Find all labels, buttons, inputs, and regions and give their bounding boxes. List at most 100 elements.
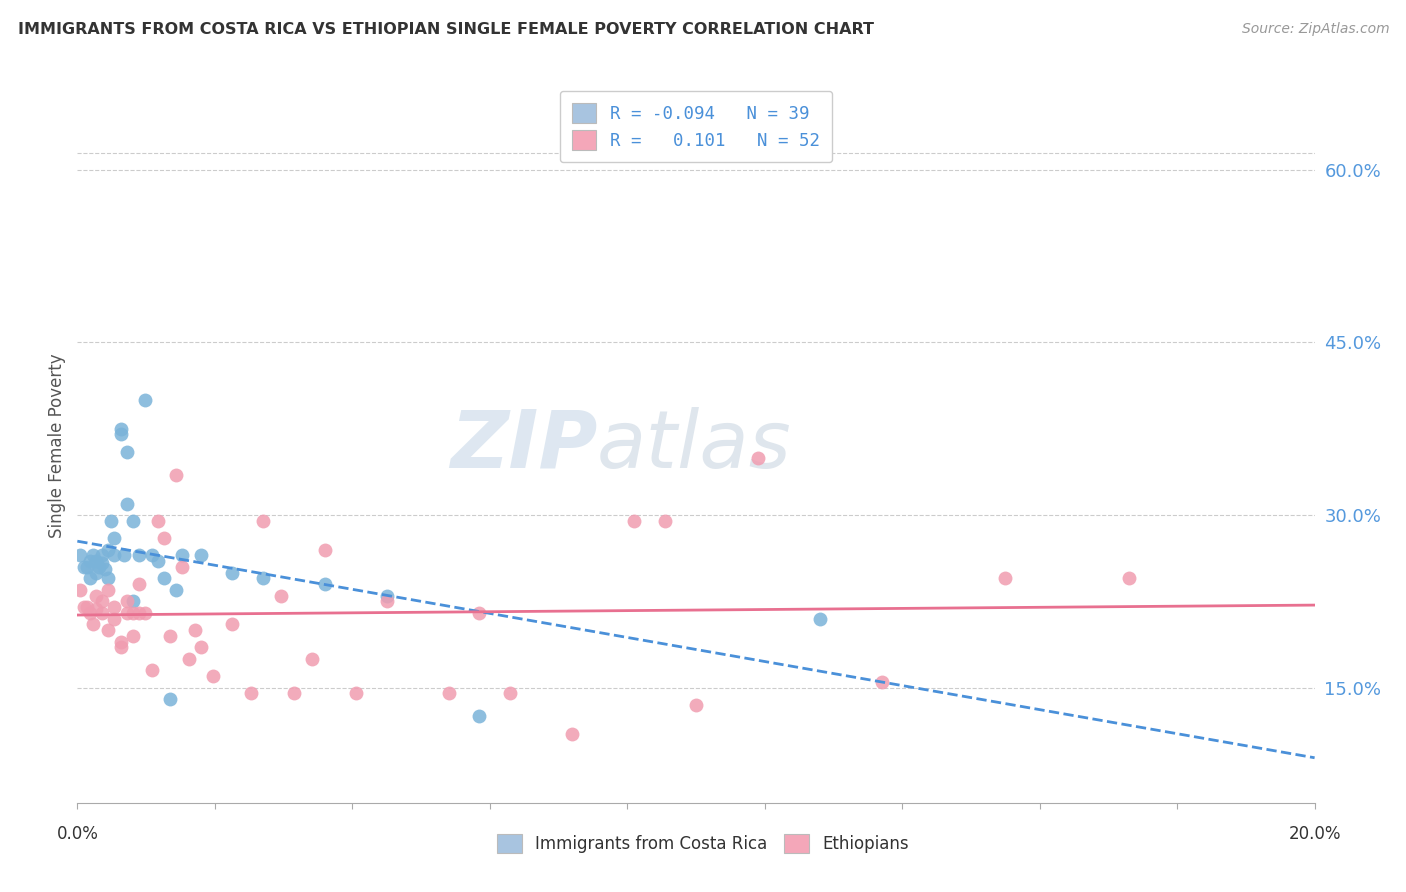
Point	[122, 629, 145, 643]
Point	[112, 549, 135, 563]
Point	[100, 514, 122, 528]
Point	[69, 582, 91, 597]
Point	[1118, 571, 1140, 585]
Point	[115, 497, 138, 511]
Point	[110, 634, 132, 648]
Point	[314, 542, 336, 557]
Point	[375, 594, 398, 608]
Point	[128, 577, 150, 591]
Point	[190, 640, 212, 655]
Point	[239, 686, 262, 700]
Point	[72, 559, 94, 574]
Point	[499, 686, 522, 700]
Point	[141, 549, 163, 563]
Point	[122, 594, 145, 608]
Point	[72, 600, 94, 615]
Point	[97, 571, 120, 585]
Legend: R = -0.094   N = 39, R =   0.101   N = 52: R = -0.094 N = 39, R = 0.101 N = 52	[560, 91, 832, 162]
Point	[79, 606, 101, 620]
Point	[221, 566, 243, 580]
Point	[301, 652, 323, 666]
Point	[808, 612, 831, 626]
Point	[87, 559, 110, 574]
Point	[153, 531, 176, 545]
Point	[122, 514, 145, 528]
Point	[94, 562, 117, 576]
Point	[122, 606, 145, 620]
Point	[110, 422, 132, 436]
Point	[84, 602, 107, 616]
Point	[141, 664, 163, 678]
Point	[91, 594, 114, 608]
Y-axis label: Single Female Poverty: Single Female Poverty	[48, 354, 66, 538]
Point	[437, 686, 460, 700]
Text: Source: ZipAtlas.com: Source: ZipAtlas.com	[1241, 22, 1389, 37]
Point	[91, 549, 114, 563]
Point	[69, 549, 91, 563]
Point	[97, 582, 120, 597]
Text: 20.0%: 20.0%	[1288, 825, 1341, 843]
Point	[165, 582, 187, 597]
Point	[79, 554, 101, 568]
Point	[91, 606, 114, 620]
Point	[84, 554, 107, 568]
Point	[159, 692, 181, 706]
Point	[623, 514, 645, 528]
Point	[468, 606, 491, 620]
Point	[82, 549, 104, 563]
Point	[115, 444, 138, 458]
Point	[252, 514, 274, 528]
Point	[128, 549, 150, 563]
Point	[685, 698, 707, 712]
Point	[314, 577, 336, 591]
Point	[221, 617, 243, 632]
Point	[375, 589, 398, 603]
Point	[134, 392, 156, 407]
Point	[103, 612, 125, 626]
Point	[84, 589, 107, 603]
Text: IMMIGRANTS FROM COSTA RICA VS ETHIOPIAN SINGLE FEMALE POVERTY CORRELATION CHART: IMMIGRANTS FROM COSTA RICA VS ETHIOPIAN …	[18, 22, 875, 37]
Point	[870, 675, 893, 690]
Point	[153, 571, 176, 585]
Point	[270, 589, 292, 603]
Point	[146, 554, 169, 568]
Point	[252, 571, 274, 585]
Point	[103, 531, 125, 545]
Point	[97, 542, 120, 557]
Point	[110, 640, 132, 655]
Point	[344, 686, 367, 700]
Point	[159, 629, 181, 643]
Point	[165, 467, 187, 482]
Point	[994, 571, 1017, 585]
Point	[91, 557, 114, 571]
Point	[84, 566, 107, 580]
Point	[97, 623, 120, 637]
Text: ZIP: ZIP	[450, 407, 598, 485]
Point	[146, 514, 169, 528]
Point	[115, 594, 138, 608]
Text: atlas: atlas	[598, 407, 792, 485]
Point	[177, 652, 200, 666]
Point	[202, 669, 225, 683]
Point	[747, 450, 769, 465]
Point	[79, 571, 101, 585]
Point	[76, 600, 98, 615]
Point	[561, 727, 583, 741]
Point	[184, 623, 207, 637]
Point	[128, 606, 150, 620]
Point	[172, 549, 194, 563]
Legend: Immigrants from Costa Rica, Ethiopians: Immigrants from Costa Rica, Ethiopians	[488, 825, 918, 862]
Point	[76, 559, 98, 574]
Point	[110, 427, 132, 442]
Point	[103, 549, 125, 563]
Point	[172, 559, 194, 574]
Point	[654, 514, 676, 528]
Point	[103, 600, 125, 615]
Point	[283, 686, 305, 700]
Text: 0.0%: 0.0%	[56, 825, 98, 843]
Point	[468, 709, 491, 723]
Point	[115, 606, 138, 620]
Point	[82, 617, 104, 632]
Point	[134, 606, 156, 620]
Point	[190, 549, 212, 563]
